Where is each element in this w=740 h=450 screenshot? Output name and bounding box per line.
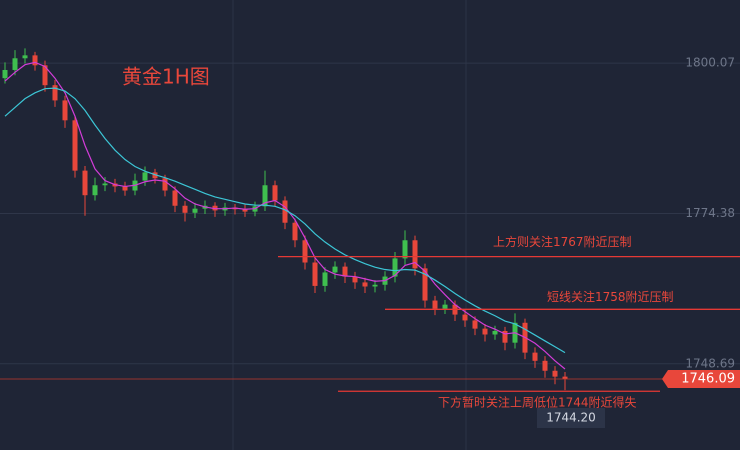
chart-title: 黄金1H图 (122, 65, 210, 89)
candle-body (42, 65, 48, 86)
candle-body (542, 360, 548, 371)
candle-body (52, 85, 58, 101)
moving-average (4, 61, 566, 370)
level-label: 上方则关注1767附近压制 (493, 234, 632, 249)
candle-body (12, 58, 18, 70)
candle-body (172, 190, 178, 206)
candle-body (412, 240, 418, 269)
candle-body (312, 262, 318, 286)
candle-body (402, 240, 408, 259)
candle-body (502, 330, 508, 343)
candle-body (122, 186, 128, 191)
y-tick-label: 1774.38 (685, 206, 735, 220)
candle-body (162, 178, 168, 191)
candle-body (102, 183, 108, 186)
crosshair-label: 1744.20 (546, 411, 596, 425)
last-price-tag (662, 370, 740, 389)
candle-body (62, 100, 68, 121)
candle-body (272, 185, 278, 201)
candle-body (242, 209, 248, 212)
candle-body (142, 172, 148, 181)
candle-body (22, 55, 28, 59)
candle-body (442, 304, 448, 309)
candle-body (552, 370, 558, 377)
candle-body (462, 314, 468, 321)
candle-body (482, 328, 488, 335)
candle-body (82, 170, 88, 196)
y-tick-label: 1748.69 (685, 356, 735, 370)
candle-body (92, 185, 98, 196)
candle-body (372, 284, 378, 287)
candle-body (392, 258, 398, 277)
candle-body (262, 185, 268, 207)
candle-body (422, 268, 428, 301)
last-price-label: 1746.09 (681, 372, 735, 387)
candle-body (2, 69, 8, 79)
crosshair-tag (537, 408, 605, 428)
candle-body (302, 240, 308, 263)
candle-body (352, 276, 358, 283)
moving-average (4, 87, 566, 354)
candle-body (432, 300, 438, 309)
candle-body (562, 376, 568, 379)
candle-body (182, 205, 188, 213)
level-label: 下方暂时关注上周低位1744附近得失 (438, 395, 637, 410)
candle-body (32, 55, 38, 66)
candle-body (72, 120, 78, 171)
candle-body (472, 320, 478, 329)
candle-body (292, 222, 298, 241)
candle-body (192, 208, 198, 213)
candle-body (342, 266, 348, 277)
candle-body (332, 266, 338, 273)
candle-body (322, 272, 328, 286)
candle-body (492, 330, 498, 335)
candle-body (282, 200, 288, 223)
y-tick-label: 1800.07 (685, 56, 735, 70)
candle-body (532, 352, 538, 361)
level-label: 短线关注1758附近压制 (547, 289, 674, 304)
candle-body (362, 282, 368, 287)
